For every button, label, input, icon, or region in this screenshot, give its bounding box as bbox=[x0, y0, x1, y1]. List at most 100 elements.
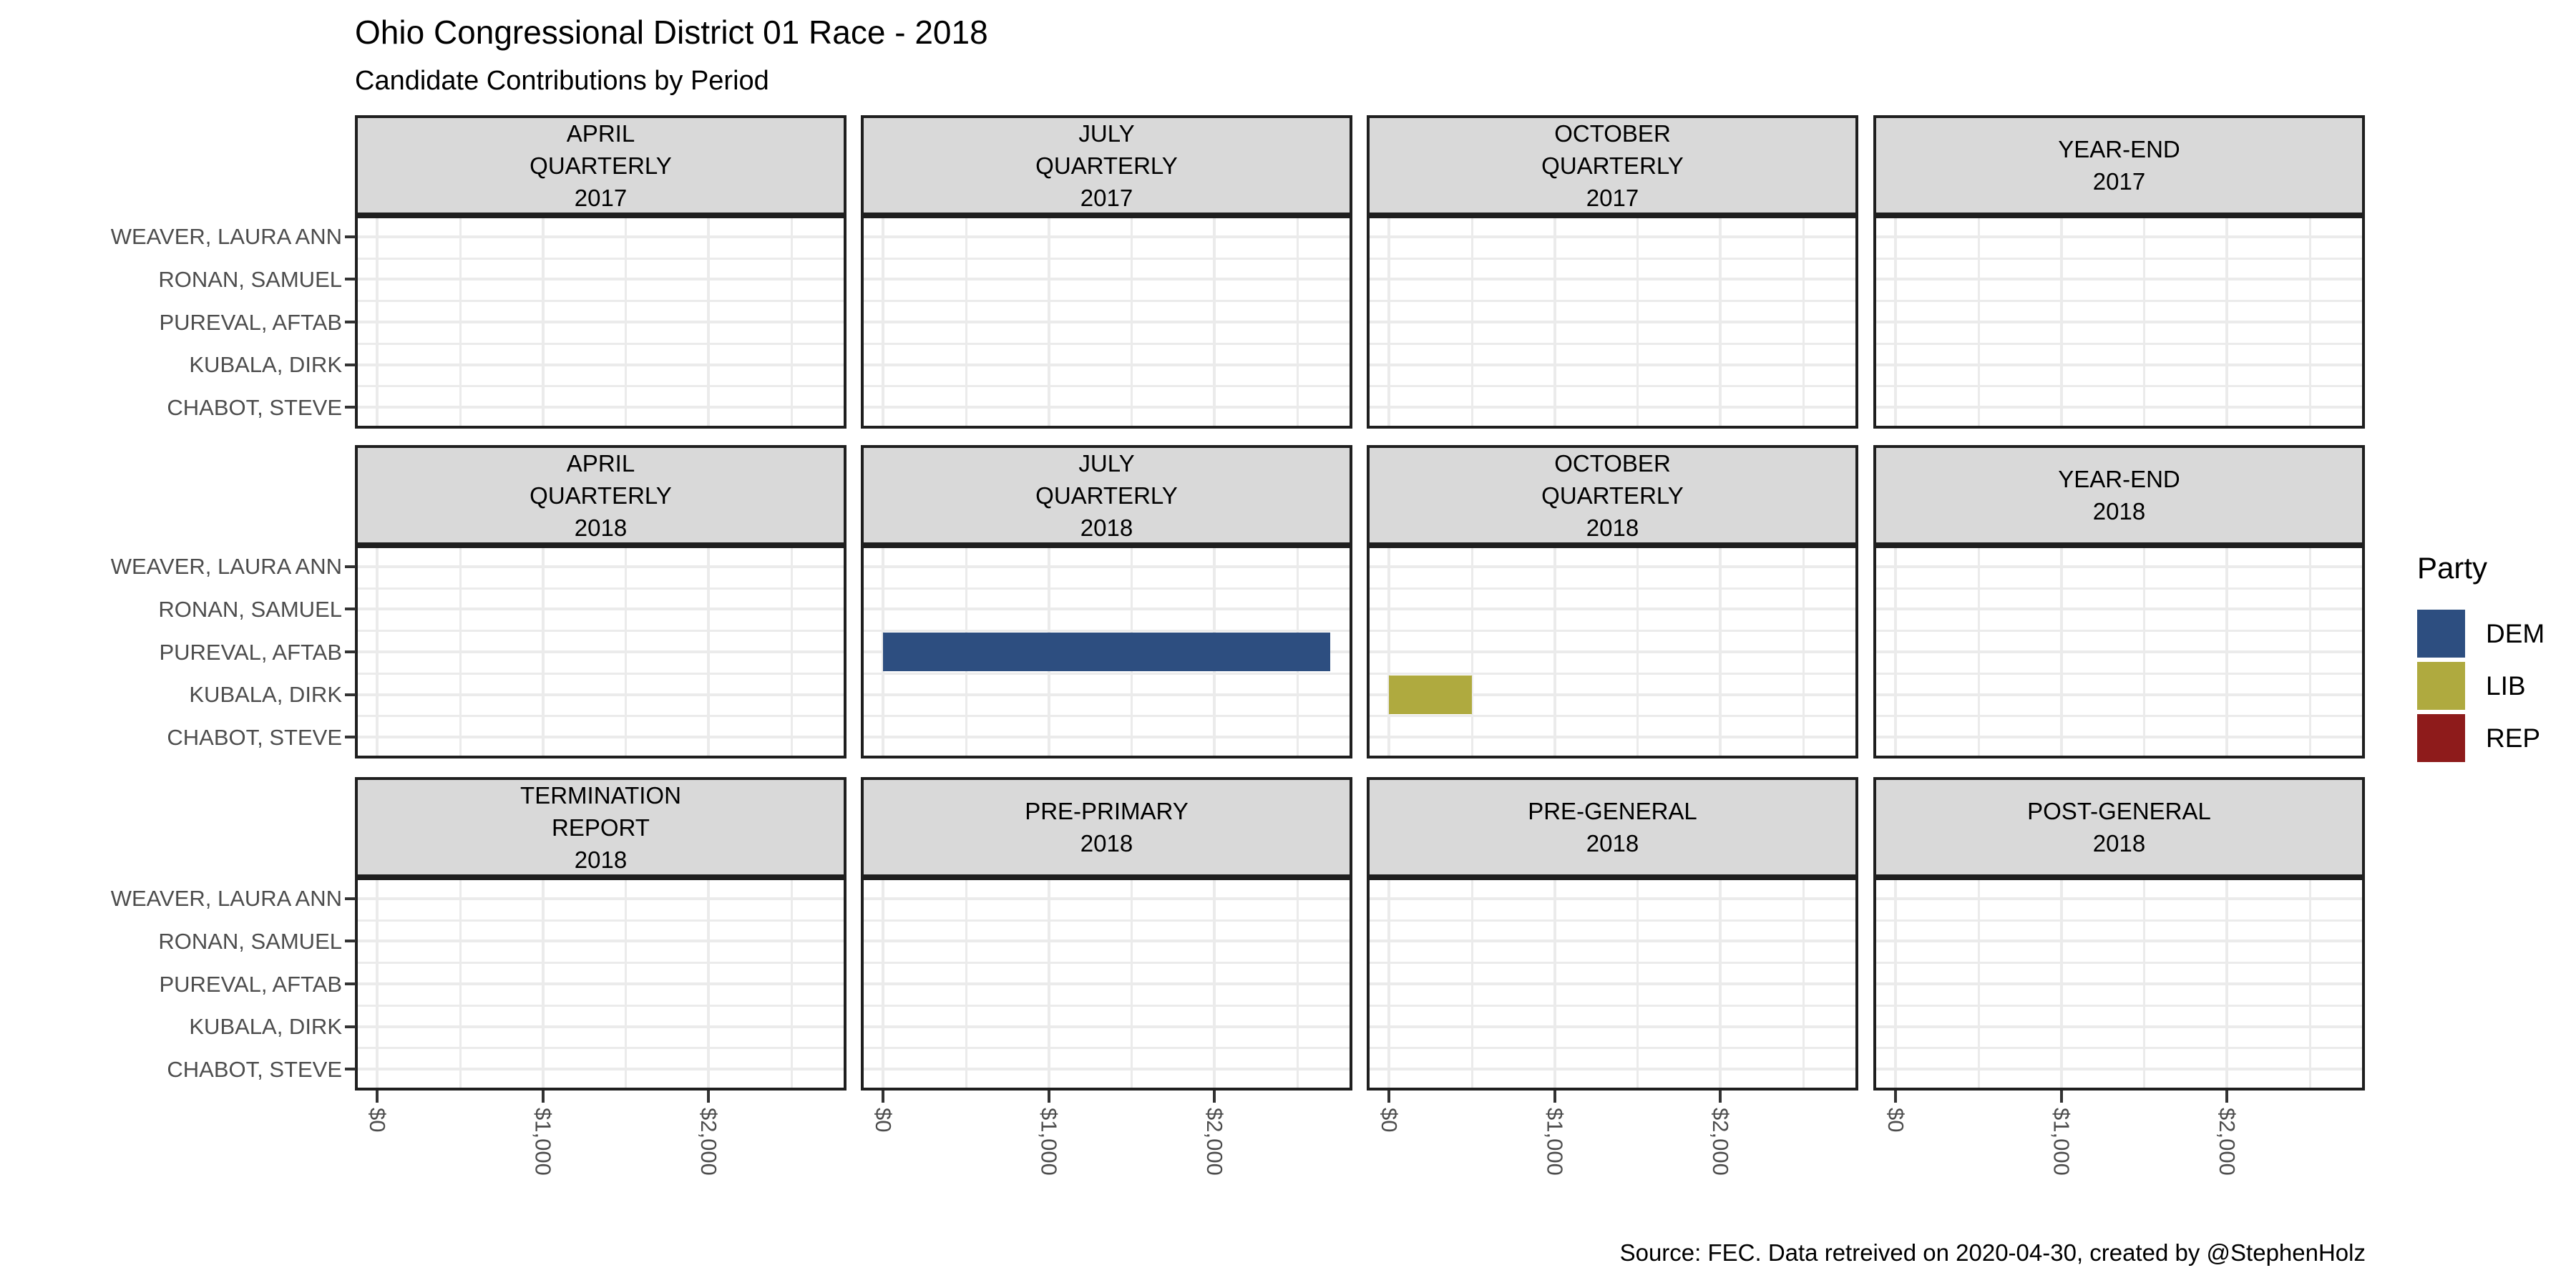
gridline-major-h bbox=[1876, 278, 2362, 281]
x-axis-tick bbox=[2059, 1091, 2063, 1103]
gridline-major-h bbox=[1370, 1025, 1855, 1028]
gridline-major-h bbox=[358, 363, 844, 366]
gridline-minor-h bbox=[358, 962, 844, 965]
gridline-major-h bbox=[1370, 321, 1855, 323]
gridline-major-h bbox=[1876, 693, 2362, 696]
facet-strip: YEAR-END 2017 bbox=[1873, 115, 2365, 215]
y-axis-tick bbox=[345, 982, 356, 985]
gridline-minor-h bbox=[1370, 300, 1855, 303]
gridline-major-h bbox=[1876, 940, 2362, 943]
gridline-major-h bbox=[1370, 608, 1855, 611]
y-axis-label: CHABOT, STEVE bbox=[167, 1056, 342, 1082]
facet-panel bbox=[355, 545, 847, 758]
gridline-major-h bbox=[864, 940, 1350, 943]
gridline-minor-h bbox=[1370, 385, 1855, 388]
facet-strip: JULY QUARTERLY 2018 bbox=[861, 445, 1352, 545]
gridline-major-h bbox=[864, 897, 1350, 900]
gridline-major-h bbox=[864, 235, 1350, 238]
gridline-major-h bbox=[864, 565, 1350, 568]
facet-panel bbox=[1873, 215, 2365, 429]
gridline-minor-h bbox=[1876, 1004, 2362, 1007]
legend-label: DEM bbox=[2486, 618, 2545, 648]
gridline-minor-h bbox=[358, 257, 844, 260]
gridline-minor-h bbox=[864, 672, 1350, 675]
gridline-minor-h bbox=[358, 587, 844, 590]
gridline-minor-h bbox=[864, 385, 1350, 388]
gridline-minor-h bbox=[864, 919, 1350, 922]
y-axis-tick bbox=[345, 1068, 356, 1071]
x-axis-tick bbox=[1047, 1091, 1050, 1103]
plot-caption: Source: FEC. Data retreived on 2020-04-3… bbox=[1619, 1239, 2366, 1266]
bar-kubala bbox=[1389, 675, 1472, 714]
gridline-minor-h bbox=[864, 587, 1350, 590]
gridline-major-h bbox=[358, 897, 844, 900]
x-axis-tick-label: $2,000 bbox=[2214, 1108, 2240, 1176]
y-axis-label: KUBALA, DIRK bbox=[189, 352, 342, 378]
facet-strip: OCTOBER QUARTERLY 2018 bbox=[1367, 445, 1858, 545]
gridline-major-h bbox=[864, 363, 1350, 366]
gridline-minor-h bbox=[358, 1004, 844, 1007]
facet-panel bbox=[1873, 877, 2365, 1091]
gridline-major-h bbox=[864, 1068, 1350, 1071]
x-axis-tick bbox=[882, 1091, 885, 1103]
y-axis-tick bbox=[345, 406, 356, 409]
gridline-major-h bbox=[1876, 1025, 2362, 1028]
gridline-minor-h bbox=[1370, 962, 1855, 965]
gridline-minor-h bbox=[1876, 342, 2362, 345]
facet-strip: JULY QUARTERLY 2017 bbox=[861, 115, 1352, 215]
x-axis-tick bbox=[1894, 1091, 1898, 1103]
gridline-major-h bbox=[1370, 235, 1855, 238]
facet-label: JULY QUARTERLY 2018 bbox=[1035, 449, 1178, 541]
y-axis-label: WEAVER, LAURA ANN bbox=[110, 224, 342, 250]
facet-panel bbox=[861, 215, 1352, 429]
facet-panel bbox=[1367, 215, 1858, 429]
gridline-major-h bbox=[1876, 982, 2362, 985]
y-axis-tick bbox=[345, 1025, 356, 1028]
y-axis-tick bbox=[345, 650, 356, 653]
gridline-minor-h bbox=[1876, 587, 2362, 590]
y-axis-label: PUREVAL, AFTAB bbox=[159, 971, 342, 997]
gridline-major-h bbox=[1876, 608, 2362, 611]
gridline-minor-h bbox=[1370, 919, 1855, 922]
gridline-major-h bbox=[864, 321, 1350, 323]
gridline-major-h bbox=[864, 406, 1350, 409]
facet-strip: APRIL QUARTERLY 2018 bbox=[355, 445, 847, 545]
facet-label: OCTOBER QUARTERLY 2018 bbox=[1541, 449, 1684, 541]
y-axis-label: RONAN, SAMUEL bbox=[158, 596, 342, 622]
x-axis-tick bbox=[1387, 1091, 1391, 1103]
gridline-minor-h bbox=[1876, 630, 2362, 633]
gridline-minor-h bbox=[358, 342, 844, 345]
legend-entry: REP bbox=[2417, 714, 2540, 762]
gridline-minor-h bbox=[1876, 385, 2362, 388]
legend-label: LIB bbox=[2486, 670, 2526, 701]
gridline-minor-h bbox=[358, 630, 844, 633]
gridline-minor-h bbox=[1370, 715, 1855, 718]
legend-label: REP bbox=[2486, 723, 2541, 753]
y-axis-label: KUBALA, DIRK bbox=[189, 1014, 342, 1040]
x-axis-tick-label: $0 bbox=[1883, 1108, 1909, 1133]
y-axis-label: WEAVER, LAURA ANN bbox=[110, 554, 342, 580]
gridline-minor-h bbox=[864, 300, 1350, 303]
gridline-major-h bbox=[1876, 650, 2362, 653]
gridline-major-h bbox=[1370, 363, 1855, 366]
gridline-major-h bbox=[864, 736, 1350, 739]
facet-strip: APRIL QUARTERLY 2017 bbox=[355, 115, 847, 215]
facet-panel bbox=[861, 877, 1352, 1091]
bar-pureval bbox=[883, 633, 1330, 671]
x-axis-tick bbox=[1553, 1091, 1556, 1103]
y-axis-tick bbox=[345, 363, 356, 366]
y-axis-tick bbox=[345, 321, 356, 323]
gridline-minor-h bbox=[1876, 257, 2362, 260]
y-axis-tick bbox=[345, 608, 356, 611]
legend-entry: LIB bbox=[2417, 662, 2526, 710]
gridline-minor-h bbox=[1876, 1047, 2362, 1050]
facet-strip: TERMINATION REPORT 2018 bbox=[355, 777, 847, 877]
facet-panel bbox=[861, 545, 1352, 758]
gridline-minor-h bbox=[1370, 342, 1855, 345]
x-axis-tick bbox=[1718, 1091, 1722, 1103]
gridline-major-h bbox=[358, 235, 844, 238]
gridline-major-h bbox=[358, 1068, 844, 1071]
facet-label: POST-GENERAL 2018 bbox=[2027, 798, 2211, 857]
facet-label: OCTOBER QUARTERLY 2017 bbox=[1541, 119, 1684, 211]
gridline-minor-h bbox=[1876, 672, 2362, 675]
